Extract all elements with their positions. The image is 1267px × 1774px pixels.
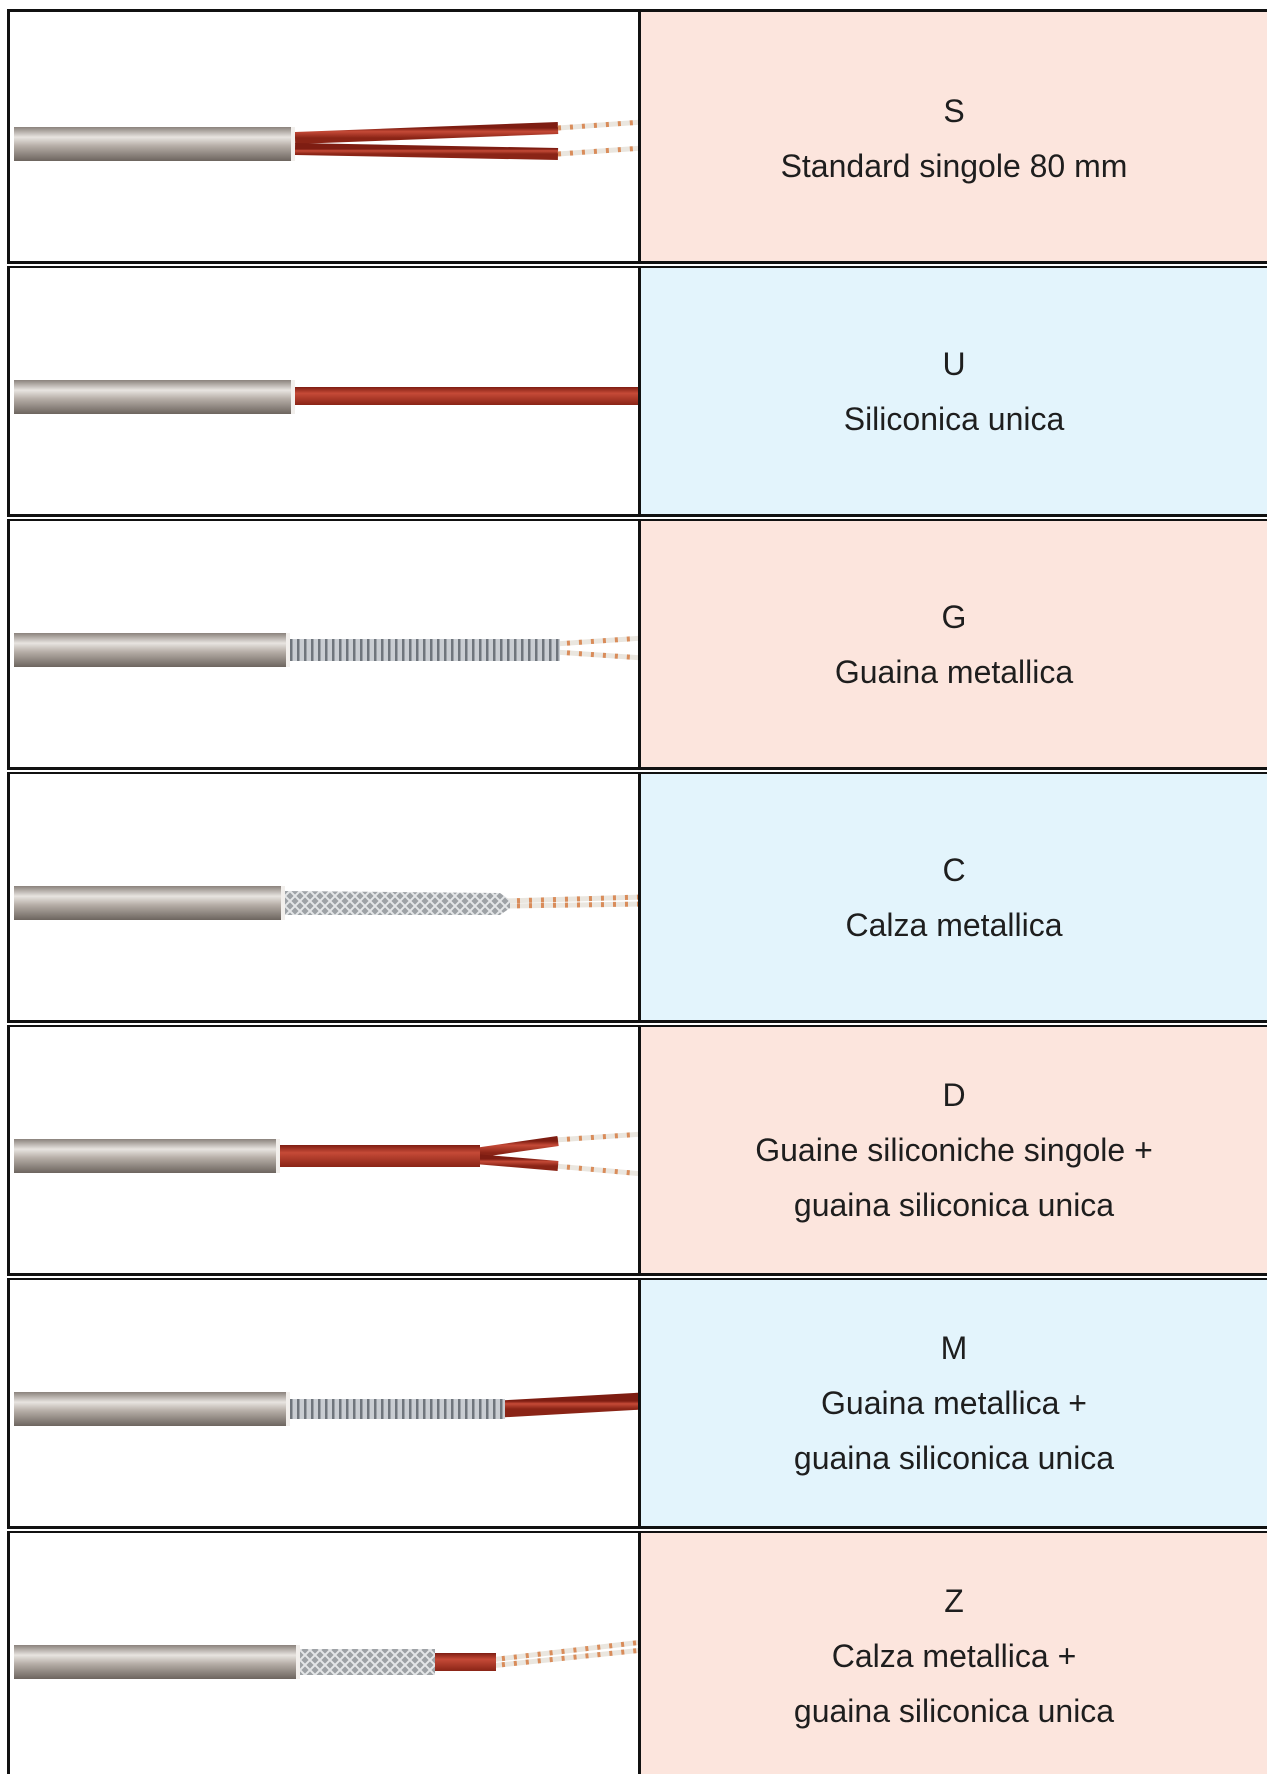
option-code: D	[942, 1077, 966, 1113]
option-description: Calza metallica	[845, 906, 1063, 943]
option-description: Siliconica unica	[843, 400, 1065, 437]
option-description: guaina siliconica unica	[793, 1693, 1115, 1729]
top-border	[7, 9, 1267, 12]
tube-end	[276, 1139, 280, 1173]
metal-braid	[300, 1649, 435, 1675]
silicone-sleeve	[428, 1653, 496, 1671]
metal-hose	[290, 639, 560, 661]
option-code: S	[943, 92, 965, 129]
table-row: D Guaine siliconiche singole + guaina sili…	[7, 1024, 1267, 1277]
table-row: M Guaina metallica + guaina siliconica uni…	[7, 1277, 1267, 1530]
table-row: Z Calza metallica + guaina siliconica unic…	[7, 1530, 1267, 1774]
steel-tube	[14, 380, 295, 414]
option-description: Guaina metallica +	[821, 1385, 1087, 1421]
metal-hose	[290, 1399, 505, 1419]
tube-end	[291, 127, 295, 161]
wire-stripe	[554, 1163, 644, 1177]
row-separator	[7, 767, 1267, 774]
option-description: guaina siliconica unica	[793, 1440, 1115, 1476]
image-cell	[10, 12, 644, 265]
image-cell	[10, 518, 644, 771]
wire-stripe	[557, 119, 644, 131]
description-cell: D Guaine siliconiche singole + guaina sili…	[641, 1024, 1267, 1277]
silicone-sleeve	[474, 1136, 559, 1158]
image-cell	[10, 1530, 644, 1774]
tube-end	[281, 886, 285, 920]
tube-end	[291, 380, 295, 414]
image-cell	[10, 265, 643, 518]
silicone-sleeve	[295, 387, 643, 405]
option-description: Calza metallica +	[831, 1638, 1077, 1674]
heater-image	[14, 633, 644, 667]
description-cell: G Guaina metallica	[641, 518, 1267, 771]
wire-stripe	[489, 1639, 644, 1663]
heater-image	[14, 119, 644, 161]
wire-stripe	[554, 1131, 644, 1143]
option-code: Z	[944, 1583, 964, 1619]
heater-image	[14, 1639, 644, 1679]
wire-stripe	[489, 1647, 644, 1669]
description-cell: C Calza metallica	[641, 771, 1267, 1024]
steel-tube	[14, 1645, 300, 1679]
option-description: Guaine siliconiche singole +	[755, 1132, 1153, 1168]
heater-image	[14, 1131, 644, 1177]
option-description: Guaina metallica	[834, 653, 1074, 690]
image-cell	[10, 771, 644, 1024]
silicone-sleeve	[474, 1154, 559, 1171]
wire-stripe	[557, 145, 644, 157]
steel-tube	[14, 1139, 280, 1173]
table-row: U Siliconica unica	[7, 265, 1267, 518]
heater-image	[14, 886, 644, 920]
steel-tube	[14, 1392, 290, 1426]
option-code: C	[942, 851, 966, 888]
silicone-sleeve	[294, 122, 559, 144]
option-description: guaina siliconica unica	[793, 1187, 1115, 1223]
row-separator	[7, 514, 1267, 521]
steel-tube	[14, 633, 290, 667]
silicone-sleeve	[499, 1392, 644, 1418]
image-cell	[10, 1024, 644, 1277]
tube-end	[286, 1392, 290, 1426]
steel-tube	[14, 886, 285, 920]
table-row: C Calza metallica	[7, 771, 1267, 1024]
wire	[504, 894, 644, 904]
description-cell: U Siliconica unica	[641, 265, 1267, 518]
steel-tube	[14, 127, 295, 161]
silicone-sleeve	[294, 143, 559, 160]
wire-stripe	[554, 649, 644, 661]
metal-braid	[285, 891, 510, 915]
row-separator	[7, 1273, 1267, 1280]
option-code: U	[942, 345, 966, 382]
table-row: G Guaina metallica	[7, 518, 1267, 771]
description-cell: Z Calza metallica + guaina siliconica unic…	[641, 1530, 1267, 1774]
tube-end	[296, 1645, 300, 1679]
option-description: Standard singole 80 mm	[780, 147, 1128, 184]
heater-image	[14, 380, 643, 414]
description-cell: M Guaina metallica + guaina siliconica uni…	[641, 1277, 1267, 1530]
image-cell	[10, 1277, 644, 1530]
wire-stripe	[554, 635, 644, 647]
option-code: M	[940, 1330, 968, 1366]
tube-end	[286, 633, 290, 667]
row-separator	[7, 1526, 1267, 1533]
row-separator	[7, 261, 1267, 268]
description-cell: S Standard singole 80 mm	[641, 12, 1267, 265]
row-separator	[7, 1020, 1267, 1027]
silicone-sleeve	[280, 1145, 480, 1167]
heater-image	[14, 1392, 644, 1426]
wire	[504, 901, 644, 909]
table-row: S Standard singole 80 mm	[7, 12, 1267, 265]
option-code: G	[941, 598, 967, 635]
